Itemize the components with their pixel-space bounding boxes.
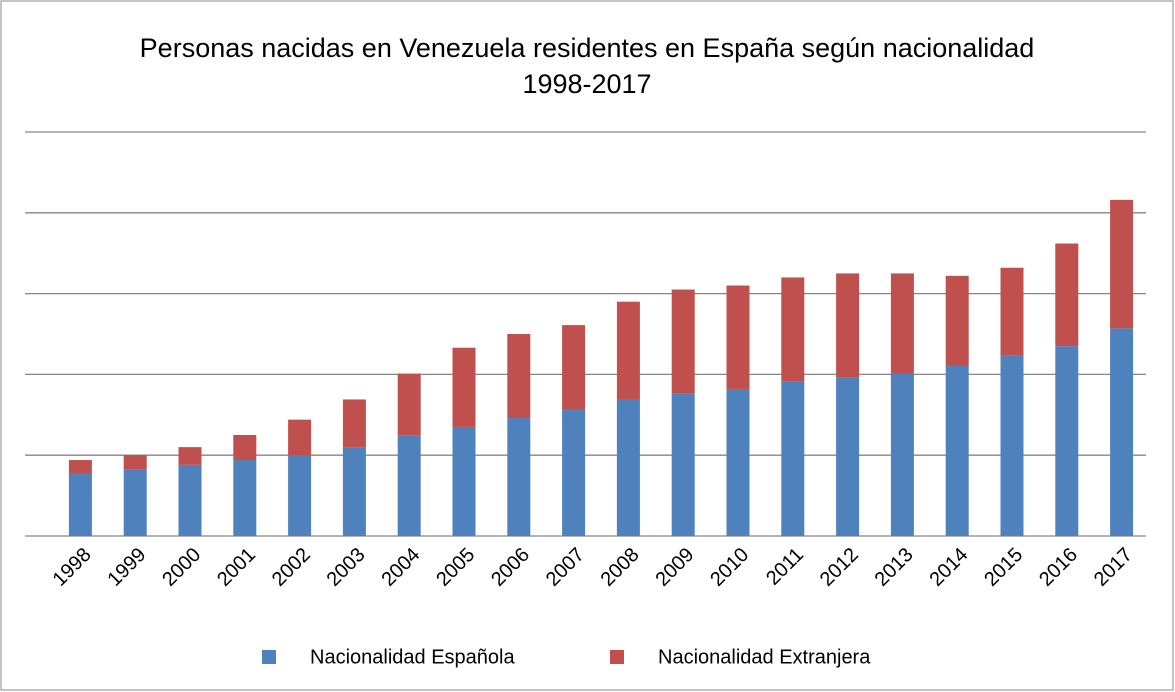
bar-segment [342, 399, 366, 448]
x-tick-label: 2015 [980, 544, 1027, 591]
bar-segment [890, 373, 914, 536]
legend-swatch [262, 650, 276, 664]
bar-segment [123, 455, 147, 470]
x-tick-label: 2007 [542, 544, 589, 591]
bar-segment [945, 275, 969, 366]
bar-segment [452, 347, 476, 427]
bar-segment [68, 460, 92, 473]
x-tick-label: 2000 [158, 544, 205, 591]
bar-segment [397, 435, 421, 536]
bar-segment [726, 285, 750, 389]
bar-segment [1000, 355, 1024, 536]
bar-segment [178, 447, 202, 465]
x-tick-label: 2009 [651, 544, 698, 591]
x-tick-label: 2004 [377, 544, 424, 591]
bar-segment [233, 435, 257, 461]
x-tick-label: 2008 [597, 544, 644, 591]
bar-segment [452, 426, 476, 536]
x-tick-label: 2006 [487, 544, 534, 591]
bar-segment [288, 419, 312, 456]
bar-segment [342, 447, 366, 536]
bar-segment [233, 460, 257, 536]
bar-segment [616, 301, 640, 400]
bar-segment [1055, 243, 1079, 347]
x-tick-label: 2017 [1090, 544, 1137, 591]
bar-segment [1110, 328, 1134, 536]
bar-segment [616, 399, 640, 536]
bar-segment [671, 289, 695, 394]
x-tick-label: 2013 [871, 544, 918, 591]
bar-segment [1000, 267, 1024, 356]
bar-segment [781, 277, 805, 382]
legend-label: Nacionalidad Extranjera [658, 646, 871, 668]
bar-segment [123, 469, 147, 536]
x-tick-label: 1999 [103, 544, 150, 591]
x-tick-label: 2001 [213, 544, 260, 591]
bar-segment [671, 393, 695, 536]
bar-segment [726, 388, 750, 536]
bar-segment [562, 325, 586, 410]
x-tick-label: 2011 [762, 544, 808, 590]
bar-segment [507, 418, 531, 536]
bar-segment [945, 365, 969, 536]
bar-segment [68, 472, 92, 536]
bar-segment [836, 273, 860, 378]
chart-title: Personas nacidas en Venezuela residentes… [139, 33, 1035, 99]
bar-segment [507, 334, 531, 419]
x-tick-label: 2012 [816, 544, 863, 591]
legend-swatch [610, 650, 624, 664]
bar-segment [836, 377, 860, 536]
x-tick-label: 2005 [432, 544, 479, 591]
bar-segment [1110, 199, 1134, 329]
bar-segment [178, 464, 202, 536]
bar-segment [890, 273, 914, 374]
x-tick-label: 2016 [1035, 544, 1082, 591]
x-tick-label: 2002 [268, 544, 315, 591]
x-tick-label: 2003 [323, 544, 370, 591]
bar-segment [397, 373, 421, 436]
x-tick-label: 1998 [49, 544, 96, 591]
bar-segment [562, 409, 586, 536]
bar-segment [288, 455, 312, 536]
x-tick-label: 2014 [925, 544, 972, 591]
x-tick-label: 2010 [706, 544, 753, 591]
bar-segment [781, 381, 805, 536]
legend-label: Nacionalidad Española [310, 646, 515, 668]
bar-segment [1055, 346, 1079, 536]
